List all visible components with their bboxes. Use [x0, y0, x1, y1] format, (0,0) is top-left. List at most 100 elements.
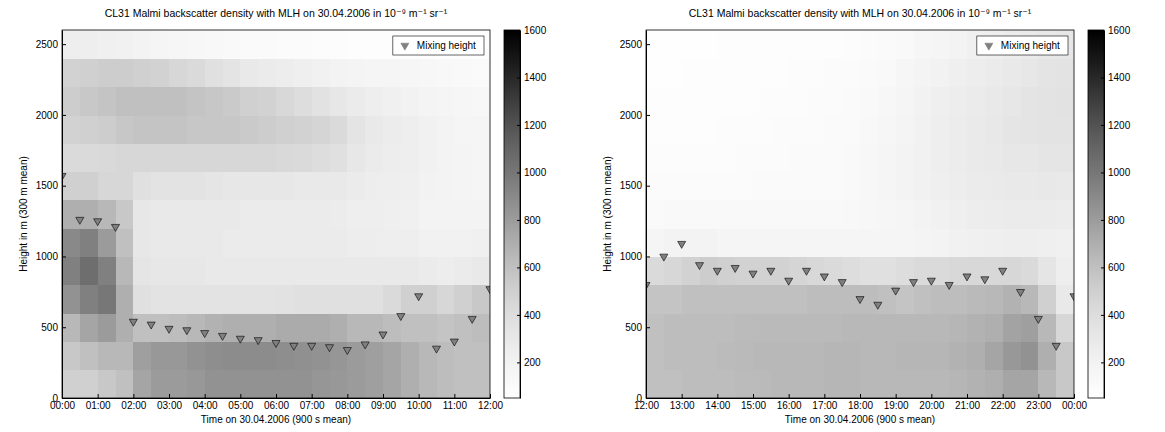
heatmap-cell — [700, 200, 718, 229]
x-tick-mark — [1074, 394, 1075, 398]
heatmap-cell — [347, 370, 365, 398]
heatmap-cell — [985, 58, 1003, 87]
heatmap-cell — [169, 256, 187, 285]
heatmap-cell — [240, 30, 258, 59]
x-tick-label: 04:00 — [193, 400, 218, 411]
heatmap-cell — [419, 313, 437, 342]
x-tick-mark — [133, 394, 134, 398]
heatmap-cell — [646, 256, 664, 285]
x-tick-label: 23:00 — [1026, 400, 1051, 411]
heatmap-cell — [258, 200, 276, 229]
heatmap-cell — [700, 313, 718, 342]
heatmap-cell — [62, 200, 80, 229]
heatmap-cell — [205, 58, 223, 87]
colorbar-tick: 600 — [1101, 262, 1125, 273]
heatmap-cell — [682, 143, 700, 172]
heatmap-cell — [664, 341, 682, 370]
heatmap-cell — [330, 115, 348, 144]
legend-box — [977, 36, 1068, 55]
heatmap-cell — [365, 115, 383, 144]
heatmap-cell — [700, 30, 718, 59]
heatmap-cell — [771, 143, 789, 172]
mixing-height-point — [963, 274, 971, 281]
heatmap-cell — [98, 370, 116, 398]
heatmap-cell — [682, 115, 700, 144]
y-tick-mark — [646, 327, 650, 328]
colorbar-tick-label: 400 — [1108, 310, 1125, 321]
heatmap-cell — [1056, 58, 1074, 87]
colorbar-tick-mark — [517, 172, 520, 173]
heatmap-cell — [98, 115, 116, 144]
heatmap-cell — [401, 143, 419, 172]
heatmap-cell — [330, 256, 348, 285]
heatmap-cell — [223, 58, 241, 87]
legend-marker — [401, 43, 409, 50]
mixing-height-point — [183, 328, 191, 335]
heatmap-cell — [985, 285, 1003, 314]
heatmap-cell — [1003, 228, 1021, 257]
series-markers — [62, 173, 490, 354]
heatmap-cell — [949, 115, 967, 144]
heatmap-cell — [914, 58, 932, 87]
heatmap-cell — [223, 115, 241, 144]
x-tick: 14:00 — [705, 394, 730, 411]
y-axis-title: Height in m (300 m mean) — [18, 156, 29, 272]
heatmap-cell — [472, 256, 490, 285]
colorbar-frame — [1088, 30, 1104, 398]
heatmap-cell — [949, 30, 967, 59]
colorbar-tick-label: 1600 — [1108, 25, 1131, 36]
heatmap-cell — [223, 256, 241, 285]
heatmap-cell — [116, 285, 134, 314]
y-tick: 500 — [41, 322, 66, 333]
heatmap-cell — [294, 370, 312, 398]
heatmap-cell — [896, 172, 914, 201]
heatmap-cell — [205, 285, 223, 314]
heatmap-cell — [151, 370, 169, 398]
heatmap-cell — [1056, 200, 1074, 229]
heatmap-cell — [330, 30, 348, 59]
mixing-height-point — [820, 274, 828, 281]
heatmap-cell — [276, 256, 294, 285]
heatmap-cell — [807, 172, 825, 201]
y-tick-label: 1500 — [620, 180, 643, 191]
heatmap-cell — [1003, 143, 1021, 172]
mixing-height-point — [111, 224, 119, 231]
heatmap-cell — [169, 30, 187, 59]
heatmap-cell — [949, 58, 967, 87]
heatmap-cell — [896, 341, 914, 370]
heatmap-cell — [223, 200, 241, 229]
legend: Mixing height — [393, 36, 484, 55]
heatmap-cell — [646, 143, 664, 172]
heatmap-cell — [116, 143, 134, 172]
heatmap-cell — [258, 228, 276, 257]
heatmap-cell — [294, 256, 312, 285]
heatmap-cell — [842, 228, 860, 257]
x-tick: 07:00 — [300, 394, 325, 411]
heatmap-cell — [62, 341, 80, 370]
y-tick: 2500 — [36, 39, 66, 50]
heatmap-cell — [151, 285, 169, 314]
heatmap-cell — [419, 87, 437, 116]
heatmap-cell — [771, 115, 789, 144]
heatmap-cell — [169, 172, 187, 201]
heatmap-cell — [931, 30, 949, 59]
heatmap-cell — [735, 87, 753, 116]
heatmap-cell — [80, 341, 98, 370]
colorbar-tick: 800 — [517, 215, 541, 226]
x-tick-label: 19:00 — [884, 400, 909, 411]
heatmap-cell — [472, 370, 490, 398]
mixing-height-point — [892, 288, 900, 295]
x-tick-mark — [419, 394, 420, 398]
heatmap-cell — [878, 313, 896, 342]
heatmap-cell — [664, 256, 682, 285]
heatmap-cell — [205, 172, 223, 201]
legend-label: Mixing height — [417, 40, 476, 51]
heatmap-cell — [133, 370, 151, 398]
colorbar-tick-label: 200 — [1108, 357, 1125, 368]
mixing-height-point — [731, 265, 739, 272]
heatmap-cell — [842, 58, 860, 87]
heatmap-cell — [931, 115, 949, 144]
colorbar-axis: 2004006008001000120014001600 — [1101, 25, 1131, 399]
mixing-height-point — [981, 277, 989, 284]
heatmap-cell — [454, 341, 472, 370]
